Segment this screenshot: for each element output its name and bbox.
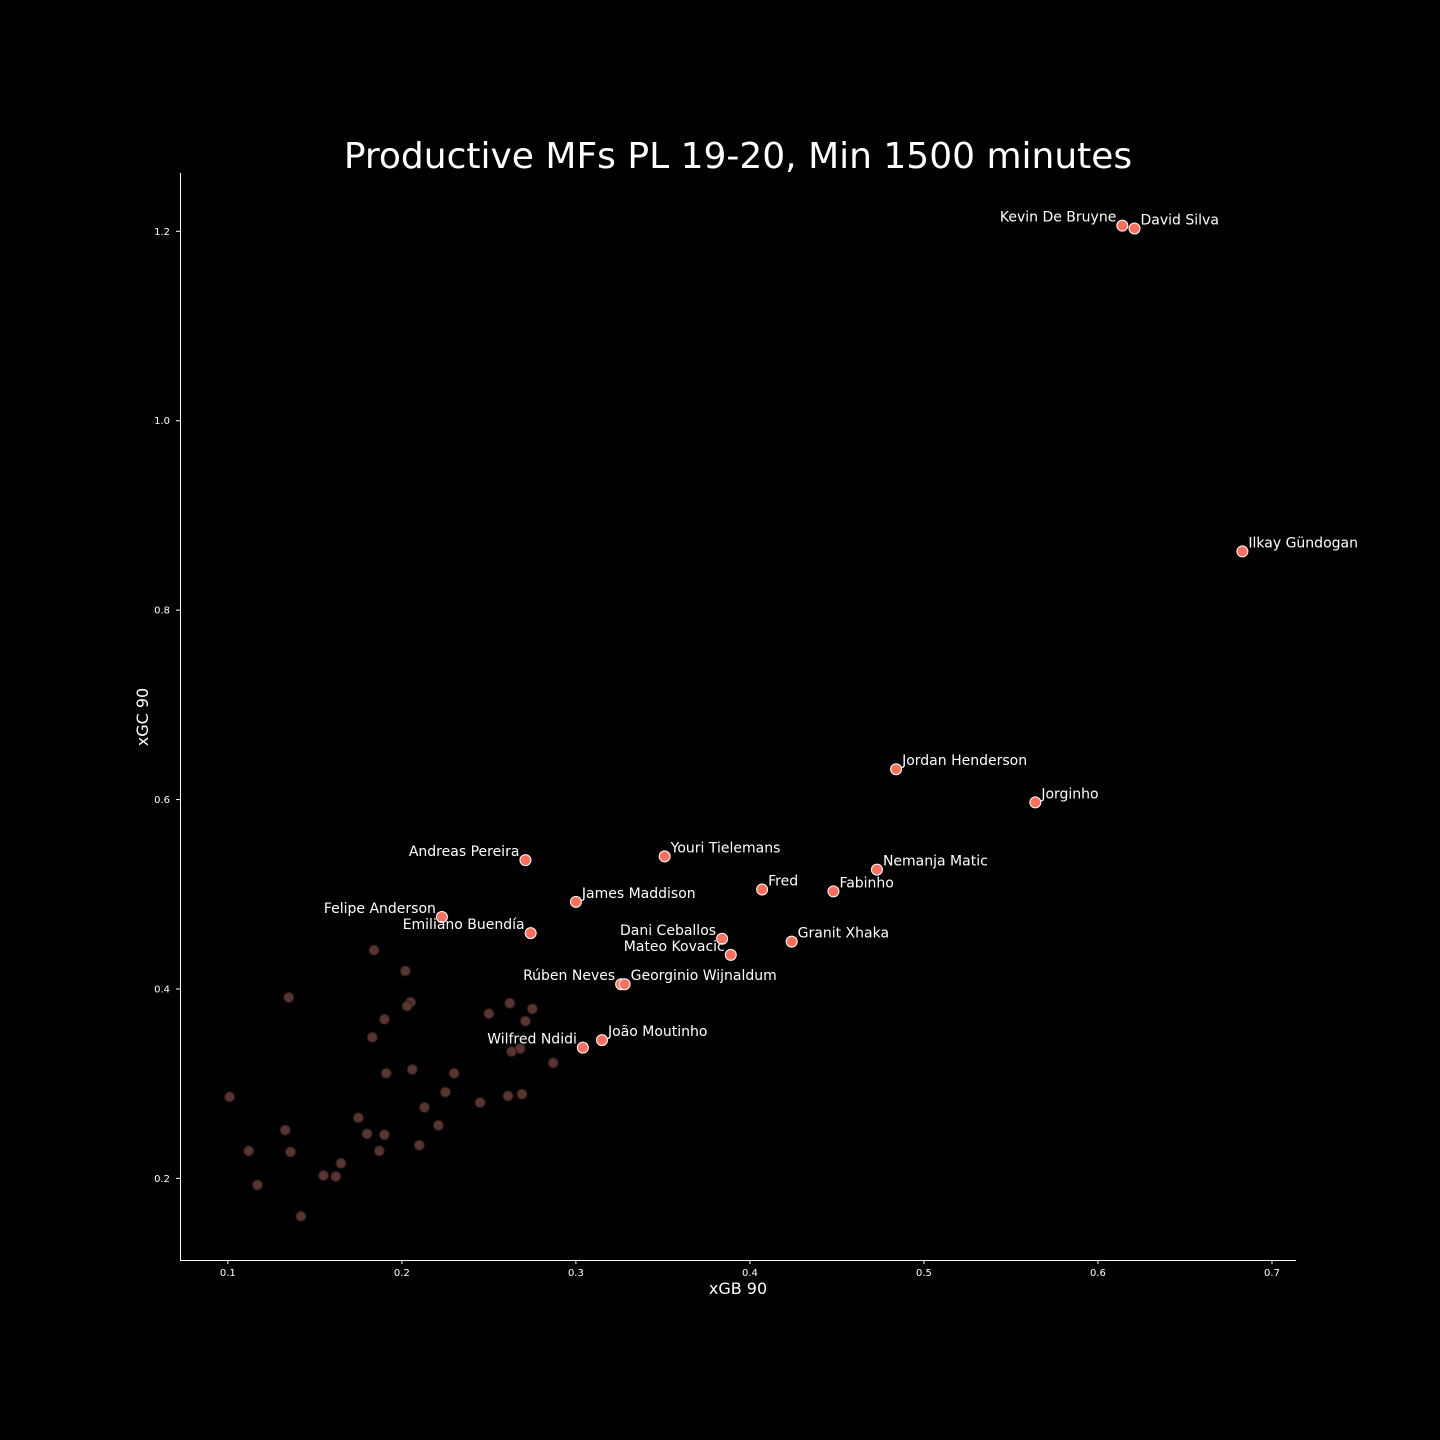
point-label: Rúben Neves <box>523 968 615 984</box>
highlighted-point <box>1128 222 1141 235</box>
point-label: Mateo Kovacic <box>624 939 725 955</box>
point-label: Ilkay Gündogan <box>1248 535 1358 551</box>
chart-title: Productive MFs PL 19-20, Min 1500 minute… <box>344 136 1132 177</box>
background-point <box>506 1045 518 1057</box>
highlighted-point <box>870 863 883 876</box>
point-label: Jorginho <box>1040 786 1098 802</box>
background-point <box>361 1128 373 1140</box>
background-point <box>526 1003 538 1015</box>
highlighted-points <box>435 219 1249 1054</box>
background-point <box>224 1091 236 1103</box>
highlighted-point <box>1116 219 1129 232</box>
point-label: David Silva <box>1141 212 1219 228</box>
background-point <box>279 1124 291 1136</box>
x-tick-label: 0.1 <box>220 1268 236 1279</box>
y-tick-label: 0.2 <box>154 1174 170 1185</box>
y-tick-label: 0.4 <box>154 984 170 995</box>
background-point <box>448 1067 460 1079</box>
background-point <box>285 1146 297 1158</box>
background-point <box>366 1031 378 1043</box>
point-label: Felipe Anderson <box>324 901 436 917</box>
highlighted-point <box>618 978 631 991</box>
background-point <box>373 1145 385 1157</box>
background-point <box>439 1086 451 1098</box>
y-tick-label: 0.8 <box>154 606 170 617</box>
y-tick-label: 1.0 <box>154 416 170 427</box>
background-point <box>243 1145 255 1157</box>
point-label: Nemanja Matic <box>883 854 988 870</box>
highlighted-point <box>435 910 448 923</box>
x-tick-label: 0.7 <box>1264 1268 1280 1279</box>
background-point <box>352 1112 364 1124</box>
point-label: Emiliano Buendía <box>403 917 525 933</box>
background-point <box>516 1088 528 1100</box>
point-label: João Moutinho <box>607 1024 708 1040</box>
highlighted-point <box>596 1034 609 1047</box>
x-tick-label: 0.6 <box>1090 1268 1106 1279</box>
highlighted-point <box>519 854 532 867</box>
background-point <box>335 1157 347 1169</box>
background-point <box>547 1057 559 1069</box>
highlighted-point <box>756 883 769 896</box>
background-point <box>251 1179 263 1191</box>
background-point <box>432 1119 444 1131</box>
highlighted-point <box>1029 796 1042 809</box>
point-label: Youri Tielemans <box>670 840 781 856</box>
background-point <box>380 1067 392 1079</box>
point-label: Wilfred Ndidi <box>487 1032 577 1048</box>
x-tick-label: 0.4 <box>742 1268 758 1279</box>
highlighted-point <box>716 932 729 945</box>
background-point <box>330 1170 342 1182</box>
background-point <box>474 1097 486 1109</box>
y-axis-ticks: 0.2 0.4 0.6 0.8 1.0 1.2 <box>154 227 180 1185</box>
x-tick-label: 0.3 <box>568 1268 584 1279</box>
background-point <box>283 991 295 1003</box>
point-label: Kevin De Bruyne <box>1000 210 1116 226</box>
highlighted-point <box>576 1041 589 1054</box>
y-axis-label: xGC 90 <box>133 688 152 746</box>
point-label: Georginio Wijnaldum <box>631 968 777 984</box>
point-label: Granit Xhaka <box>798 926 889 942</box>
background-point <box>295 1210 307 1222</box>
background-point <box>419 1101 431 1113</box>
highlighted-point <box>724 948 737 961</box>
y-tick-label: 1.2 <box>154 227 170 238</box>
highlighted-point <box>785 935 798 948</box>
y-tick-label: 0.6 <box>154 795 170 806</box>
point-labels: Kevin De Bruyne David Silva Ilkay Gündogan… <box>324 210 1358 1048</box>
point-label: James Maddison <box>581 886 696 902</box>
point-label: Dani Ceballos <box>620 923 716 939</box>
background-point <box>406 1063 418 1075</box>
background-point <box>378 1013 390 1025</box>
highlighted-point <box>1236 545 1249 558</box>
point-label: Andreas Pereira <box>409 844 520 860</box>
background-point <box>399 965 411 977</box>
highlighted-point <box>658 850 671 863</box>
background-point <box>483 1008 495 1020</box>
background-point <box>413 1139 425 1151</box>
x-axis-label: xGB 90 <box>709 1279 767 1298</box>
point-label: Jordan Henderson <box>901 753 1027 769</box>
background-point <box>401 1000 413 1012</box>
background-point <box>502 1090 514 1102</box>
point-label: Fred <box>768 874 798 890</box>
x-tick-label: 0.2 <box>394 1268 410 1279</box>
highlighted-point <box>524 927 537 940</box>
background-point <box>504 997 516 1009</box>
highlighted-point <box>890 763 903 776</box>
highlighted-point <box>827 885 840 898</box>
point-label: Fabinho <box>839 875 893 891</box>
x-tick-label: 0.5 <box>916 1268 932 1279</box>
background-point <box>519 1015 531 1027</box>
highlighted-point <box>569 895 582 908</box>
background-point <box>378 1129 390 1141</box>
background-point <box>368 944 380 956</box>
background-point <box>318 1170 330 1182</box>
x-axis-ticks: 0.1 0.2 0.3 0.4 0.5 0.6 0.7 <box>220 1260 1280 1279</box>
background-points <box>224 944 559 1222</box>
